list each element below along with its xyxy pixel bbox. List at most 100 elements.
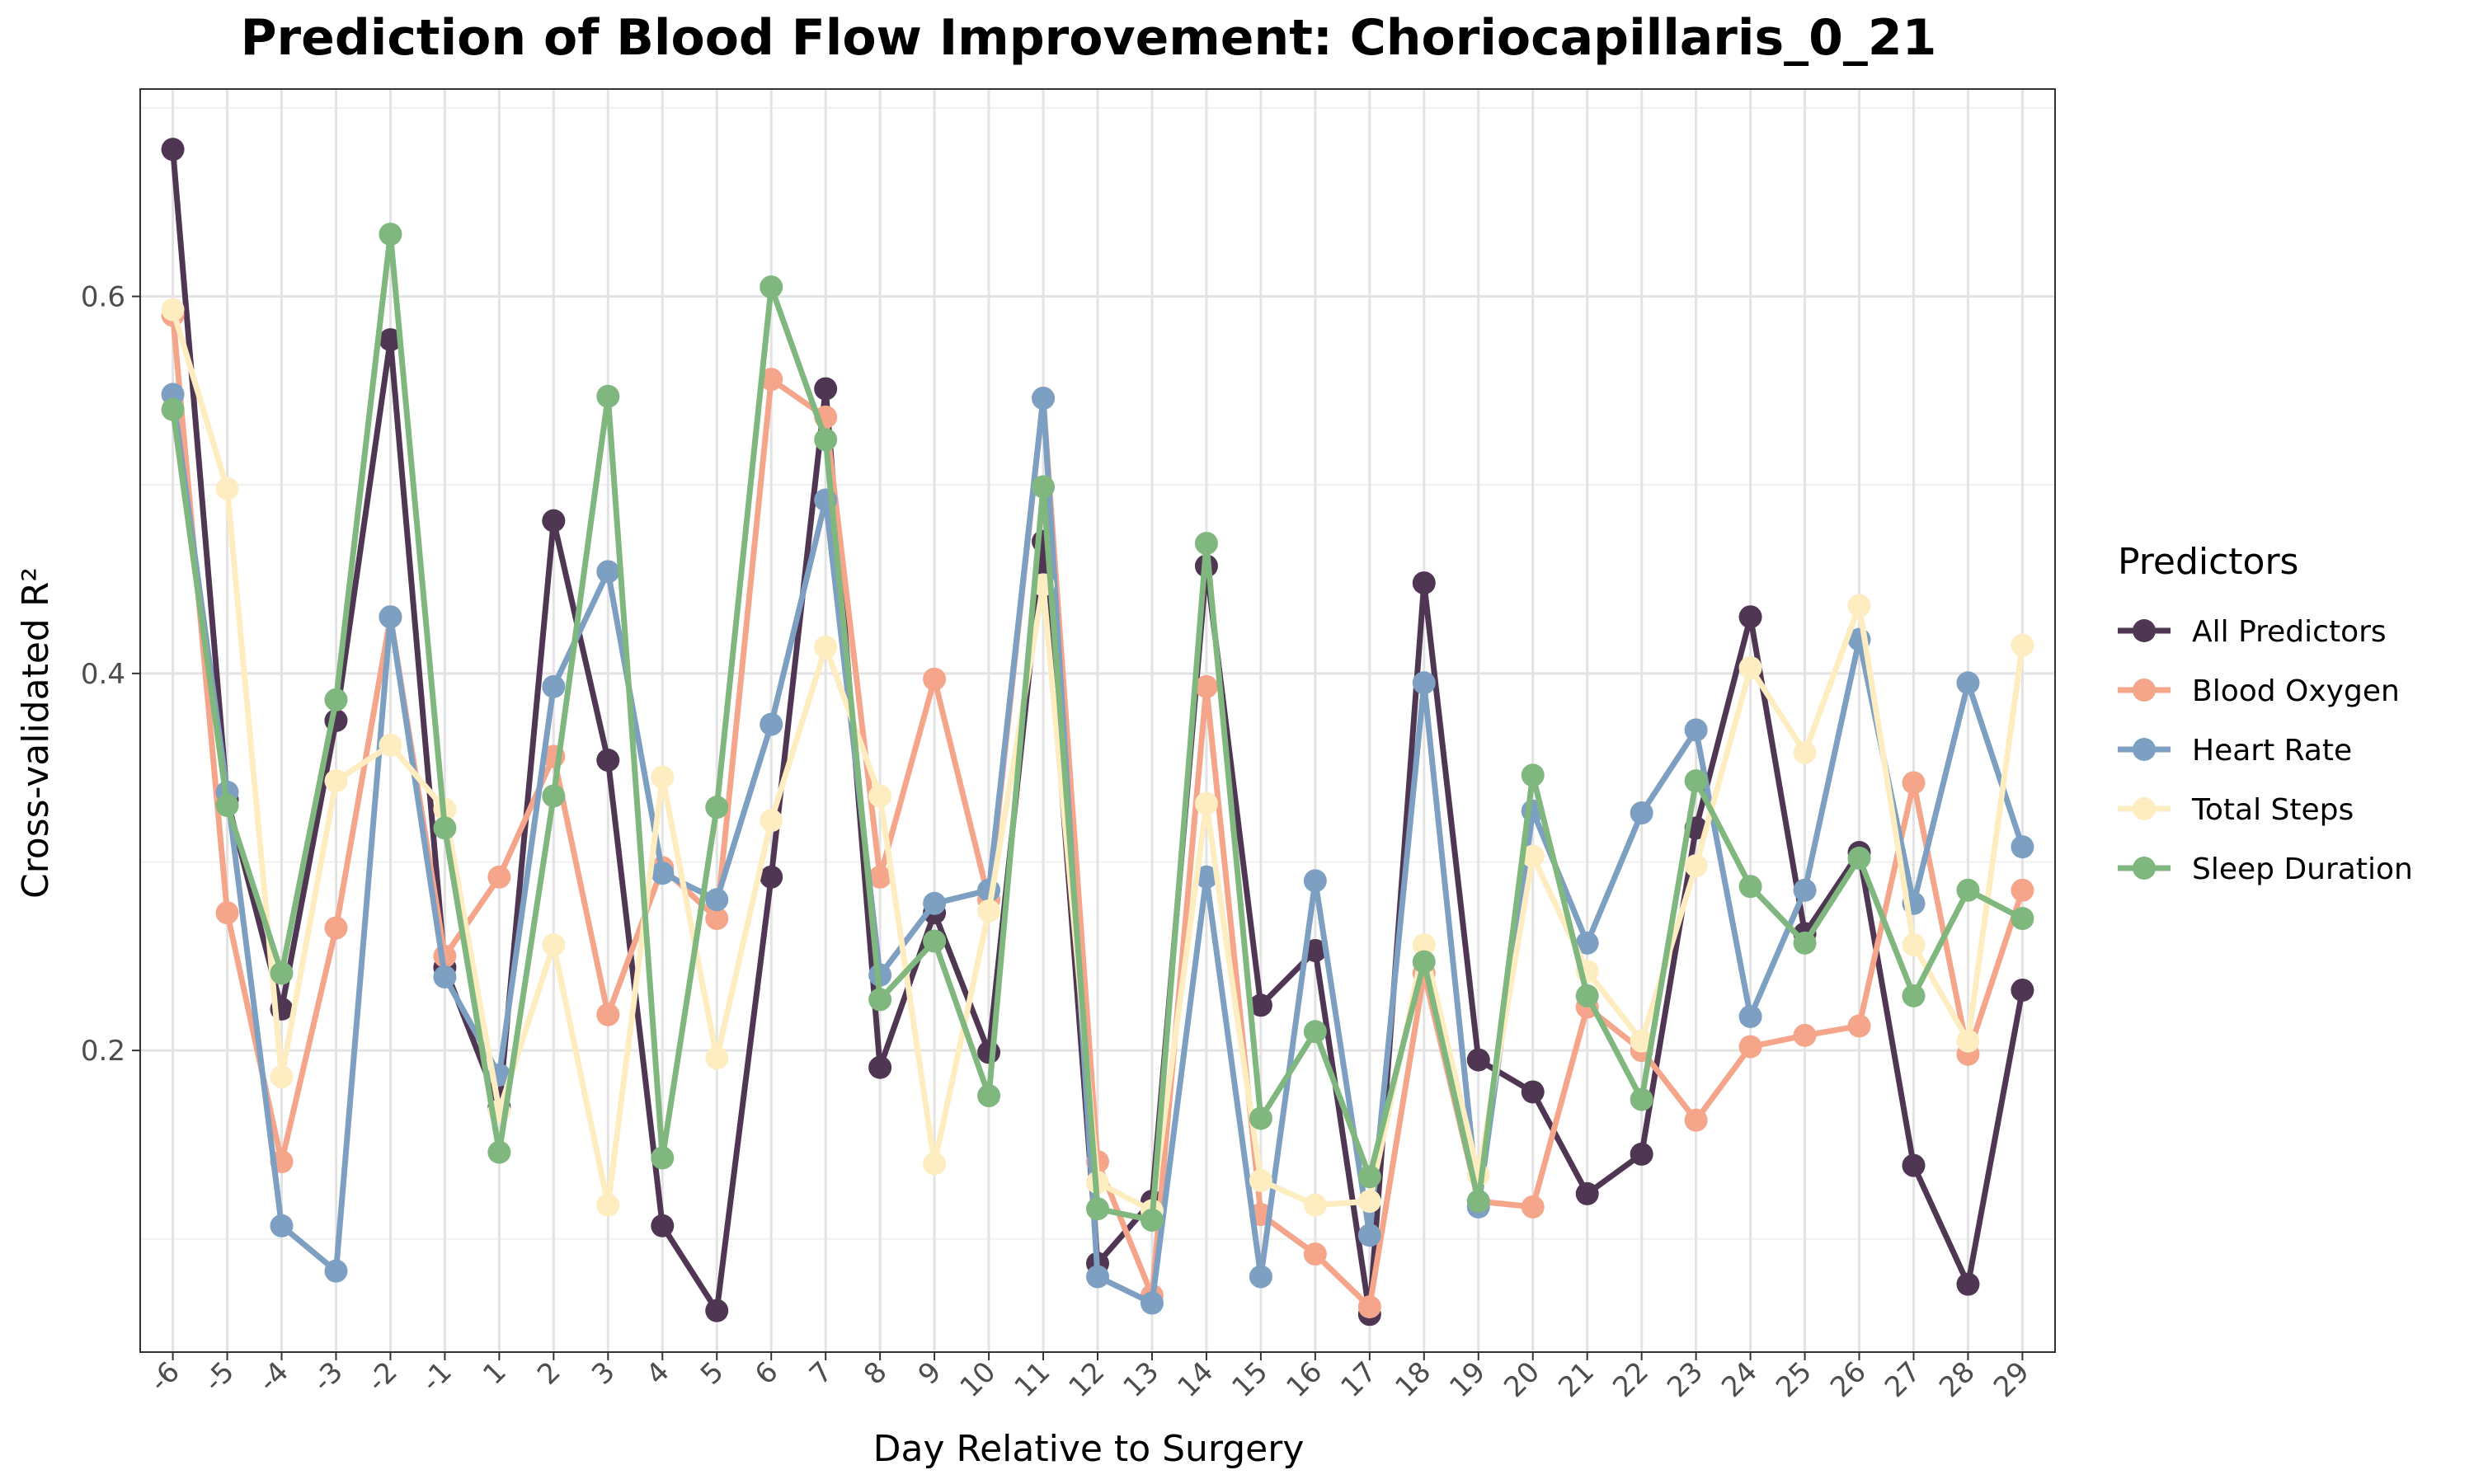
data-point — [215, 793, 239, 817]
data-point — [760, 809, 783, 833]
data-point — [1249, 1265, 1272, 1289]
data-point — [596, 1193, 620, 1217]
data-point — [1793, 931, 1817, 955]
legend-title: Predictors — [2118, 541, 2298, 583]
data-point — [760, 865, 783, 889]
data-point — [161, 397, 185, 421]
data-point — [1847, 1014, 1871, 1038]
data-point — [379, 223, 402, 247]
legend-label: Blood Oxygen — [2192, 674, 2400, 708]
data-point — [161, 138, 185, 162]
data-point — [1140, 1208, 1164, 1232]
data-point — [1303, 938, 1327, 962]
legend-item: Sleep Duration — [2118, 852, 2413, 886]
data-point — [1738, 655, 1762, 679]
data-point — [868, 988, 892, 1012]
data-point — [1575, 931, 1599, 955]
data-point — [1521, 1080, 1545, 1104]
data-point — [1303, 1020, 1327, 1044]
y-axis: 0.2 0.4 0.6 — [81, 281, 140, 1068]
data-point — [270, 961, 294, 985]
data-point — [923, 891, 947, 915]
data-point — [1956, 1029, 1980, 1053]
data-point — [1086, 1197, 1109, 1221]
data-point — [1575, 1181, 1599, 1205]
data-point — [487, 1140, 511, 1164]
data-point — [1032, 386, 1056, 410]
legend: Predictors All Predictors Blood Oxygen Hea… — [2118, 541, 2413, 886]
data-point — [1140, 1291, 1164, 1315]
data-point — [2011, 878, 2034, 902]
data-point — [596, 1003, 620, 1026]
data-point — [651, 862, 675, 885]
legend-key-marker — [2133, 679, 2156, 702]
data-point — [1956, 878, 1980, 902]
data-point — [760, 275, 783, 299]
legend-item: Total Steps — [2118, 793, 2354, 827]
series-layer — [161, 138, 2034, 1327]
data-point — [705, 1298, 729, 1322]
data-point — [1793, 1023, 1817, 1047]
data-point — [1357, 1165, 1381, 1189]
data-point — [1521, 844, 1545, 868]
data-point — [651, 1146, 675, 1170]
data-point — [596, 560, 620, 584]
data-point — [923, 667, 947, 691]
data-point — [1684, 854, 1708, 878]
data-point — [1738, 875, 1762, 899]
data-point — [2011, 907, 2034, 931]
data-point — [760, 712, 783, 736]
data-point — [1793, 740, 1817, 764]
data-point — [1303, 1193, 1327, 1217]
data-point — [270, 1214, 294, 1237]
legend-label: Total Steps — [2191, 793, 2354, 827]
data-point — [1902, 771, 1926, 795]
data-point — [1466, 1190, 1490, 1214]
data-point — [923, 929, 947, 953]
data-point — [379, 605, 402, 629]
series-sleep-duration — [161, 223, 2034, 1232]
data-point — [1194, 791, 1218, 815]
data-point — [324, 769, 348, 793]
data-point — [433, 816, 457, 840]
data-point — [215, 477, 239, 500]
data-point — [1249, 1106, 1272, 1130]
data-point — [705, 1046, 729, 1070]
data-point — [977, 899, 1001, 923]
data-point — [977, 1084, 1001, 1108]
data-point — [814, 377, 838, 401]
data-point — [1630, 801, 1653, 825]
data-point — [1847, 846, 1871, 870]
data-point — [1249, 993, 1272, 1017]
data-point — [1902, 984, 1926, 1007]
data-point — [379, 733, 402, 757]
legend-label: Sleep Duration — [2192, 852, 2413, 886]
data-point — [433, 965, 457, 989]
y-axis-title: Cross-validated R² — [15, 567, 57, 899]
legend-key-marker — [2133, 619, 2156, 642]
x-axis-title: Day Relative to Surgery — [873, 1428, 1305, 1470]
data-point — [1357, 1295, 1381, 1319]
data-point — [977, 1040, 1001, 1064]
data-point — [2011, 835, 2034, 859]
data-point — [215, 901, 239, 925]
data-point — [1847, 594, 1871, 618]
data-point — [760, 368, 783, 392]
data-point — [596, 749, 620, 773]
data-point — [1684, 769, 1708, 793]
data-point — [542, 674, 566, 698]
data-point — [1412, 950, 1436, 974]
legend-item: Heart Rate — [2118, 734, 2352, 768]
data-point — [1956, 671, 1980, 695]
data-point — [487, 865, 511, 889]
data-point — [324, 688, 348, 711]
legend-item: All Predictors — [2118, 615, 2387, 649]
data-point — [324, 1259, 348, 1283]
data-point — [542, 784, 566, 808]
data-point — [705, 907, 729, 931]
data-point — [814, 428, 838, 452]
data-point — [542, 933, 566, 957]
data-point — [1086, 1265, 1109, 1289]
legend-key-marker — [2133, 797, 2156, 820]
